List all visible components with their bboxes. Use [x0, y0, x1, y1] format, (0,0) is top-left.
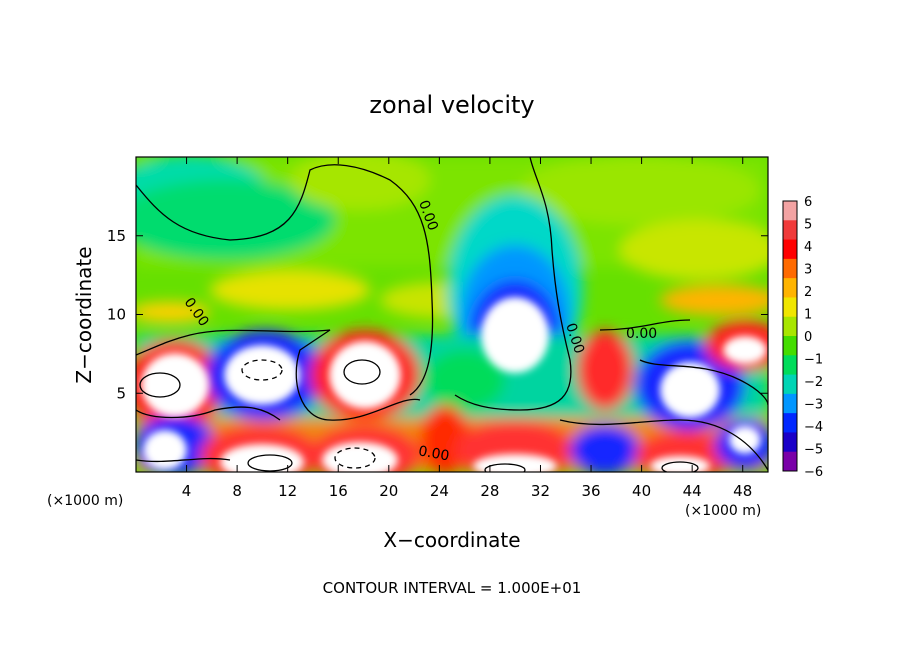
x-axis-label: X−coordinate	[383, 528, 520, 552]
x-tick-label: 20	[379, 482, 398, 500]
colorbar-tick-label: 6	[804, 195, 812, 210]
colorbar-tick-label: 5	[804, 218, 812, 233]
contour-label: 0.00	[626, 326, 657, 342]
x-axis-ticks: 4 8 12 16 20 24 28 32 36 40 44 48	[182, 157, 752, 500]
colorbar-tick-label: 2	[804, 285, 812, 300]
colorbar: 6 5 4 3 2 1 0 −1 −2 −3 −4 −5 −6	[782, 195, 823, 480]
y-axis-label: Z−coordinate	[72, 246, 96, 383]
colorbar-swatch	[783, 355, 797, 376]
colorbar-tick-label: −1	[804, 353, 823, 368]
colorbar-tick-label: 0	[804, 330, 812, 345]
colorbar-tick-label: 4	[804, 240, 812, 255]
x-tick-label: 16	[329, 482, 348, 500]
colorbar-swatch	[783, 451, 797, 472]
colorbar-swatch	[783, 239, 797, 260]
x-tick-label: 4	[182, 482, 192, 500]
y-tick-label: 10	[107, 306, 126, 324]
y-tick-label: 15	[107, 227, 126, 245]
x-tick-label: 8	[232, 482, 242, 500]
x-tick-label: 12	[278, 482, 297, 500]
x-tick-label: 32	[531, 482, 550, 500]
colorbar-swatch	[783, 432, 797, 453]
colorbar-swatch	[783, 278, 797, 298]
colorbar-swatch	[783, 413, 797, 433]
colorbar-tick-label: −4	[804, 420, 823, 435]
colorbar-swatch	[783, 316, 797, 337]
x-tick-label: 24	[430, 482, 449, 500]
heatmap-field: 0.000.000.00 0.000.00	[136, 157, 768, 472]
colorbar-frame	[782, 200, 798, 472]
colorbar-swatch	[783, 201, 797, 221]
contour-interval-footer: CONTOUR INTERVAL = 1.000E+01	[323, 579, 582, 597]
colorbar-swatch	[783, 220, 797, 241]
chart-title: zonal velocity	[369, 91, 534, 119]
colorbar-tick-label: −2	[804, 375, 823, 390]
x-tick-label: 36	[581, 482, 600, 500]
y-tick-label: 5	[116, 384, 126, 402]
colorbar-swatch	[783, 336, 797, 356]
colorbar-tick-label: −3	[804, 398, 823, 413]
colorbar-swatch	[783, 297, 797, 318]
colorbar-tick-label: 3	[804, 263, 812, 278]
x-tick-label: 40	[632, 482, 651, 500]
colorbar-tick-label: 1	[804, 308, 812, 323]
x-unit-left: (×1000 m)	[47, 493, 123, 509]
x-tick-label: 44	[683, 482, 702, 500]
colorbar-tick-label: −5	[804, 443, 823, 458]
colorbar-swatch	[783, 393, 797, 414]
y-axis-ticks: 5 10 15	[107, 227, 768, 402]
colorbar-swatch	[783, 258, 797, 279]
contour-label: 0.00	[417, 443, 450, 464]
x-unit-right: (×1000 m)	[685, 503, 761, 519]
colorbar-swatch	[783, 374, 797, 395]
x-tick-label: 48	[733, 482, 752, 500]
x-tick-label: 28	[480, 482, 499, 500]
colorbar-tick-label: −6	[804, 465, 823, 480]
contour-lines	[136, 157, 768, 472]
